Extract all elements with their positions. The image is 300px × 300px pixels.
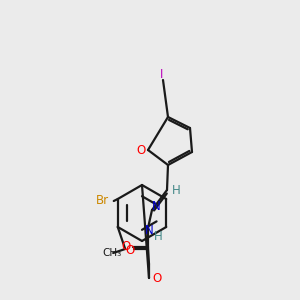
Text: N: N [145,224,153,236]
Text: Br: Br [96,194,109,208]
Text: O: O [136,143,146,157]
Text: O: O [152,272,162,286]
Text: O: O [122,239,130,253]
Text: H: H [172,184,180,197]
Text: H: H [154,230,162,242]
Text: CH₃: CH₃ [103,248,122,258]
Text: O: O [126,244,135,256]
Text: N: N [152,200,160,214]
Text: I: I [160,68,164,82]
